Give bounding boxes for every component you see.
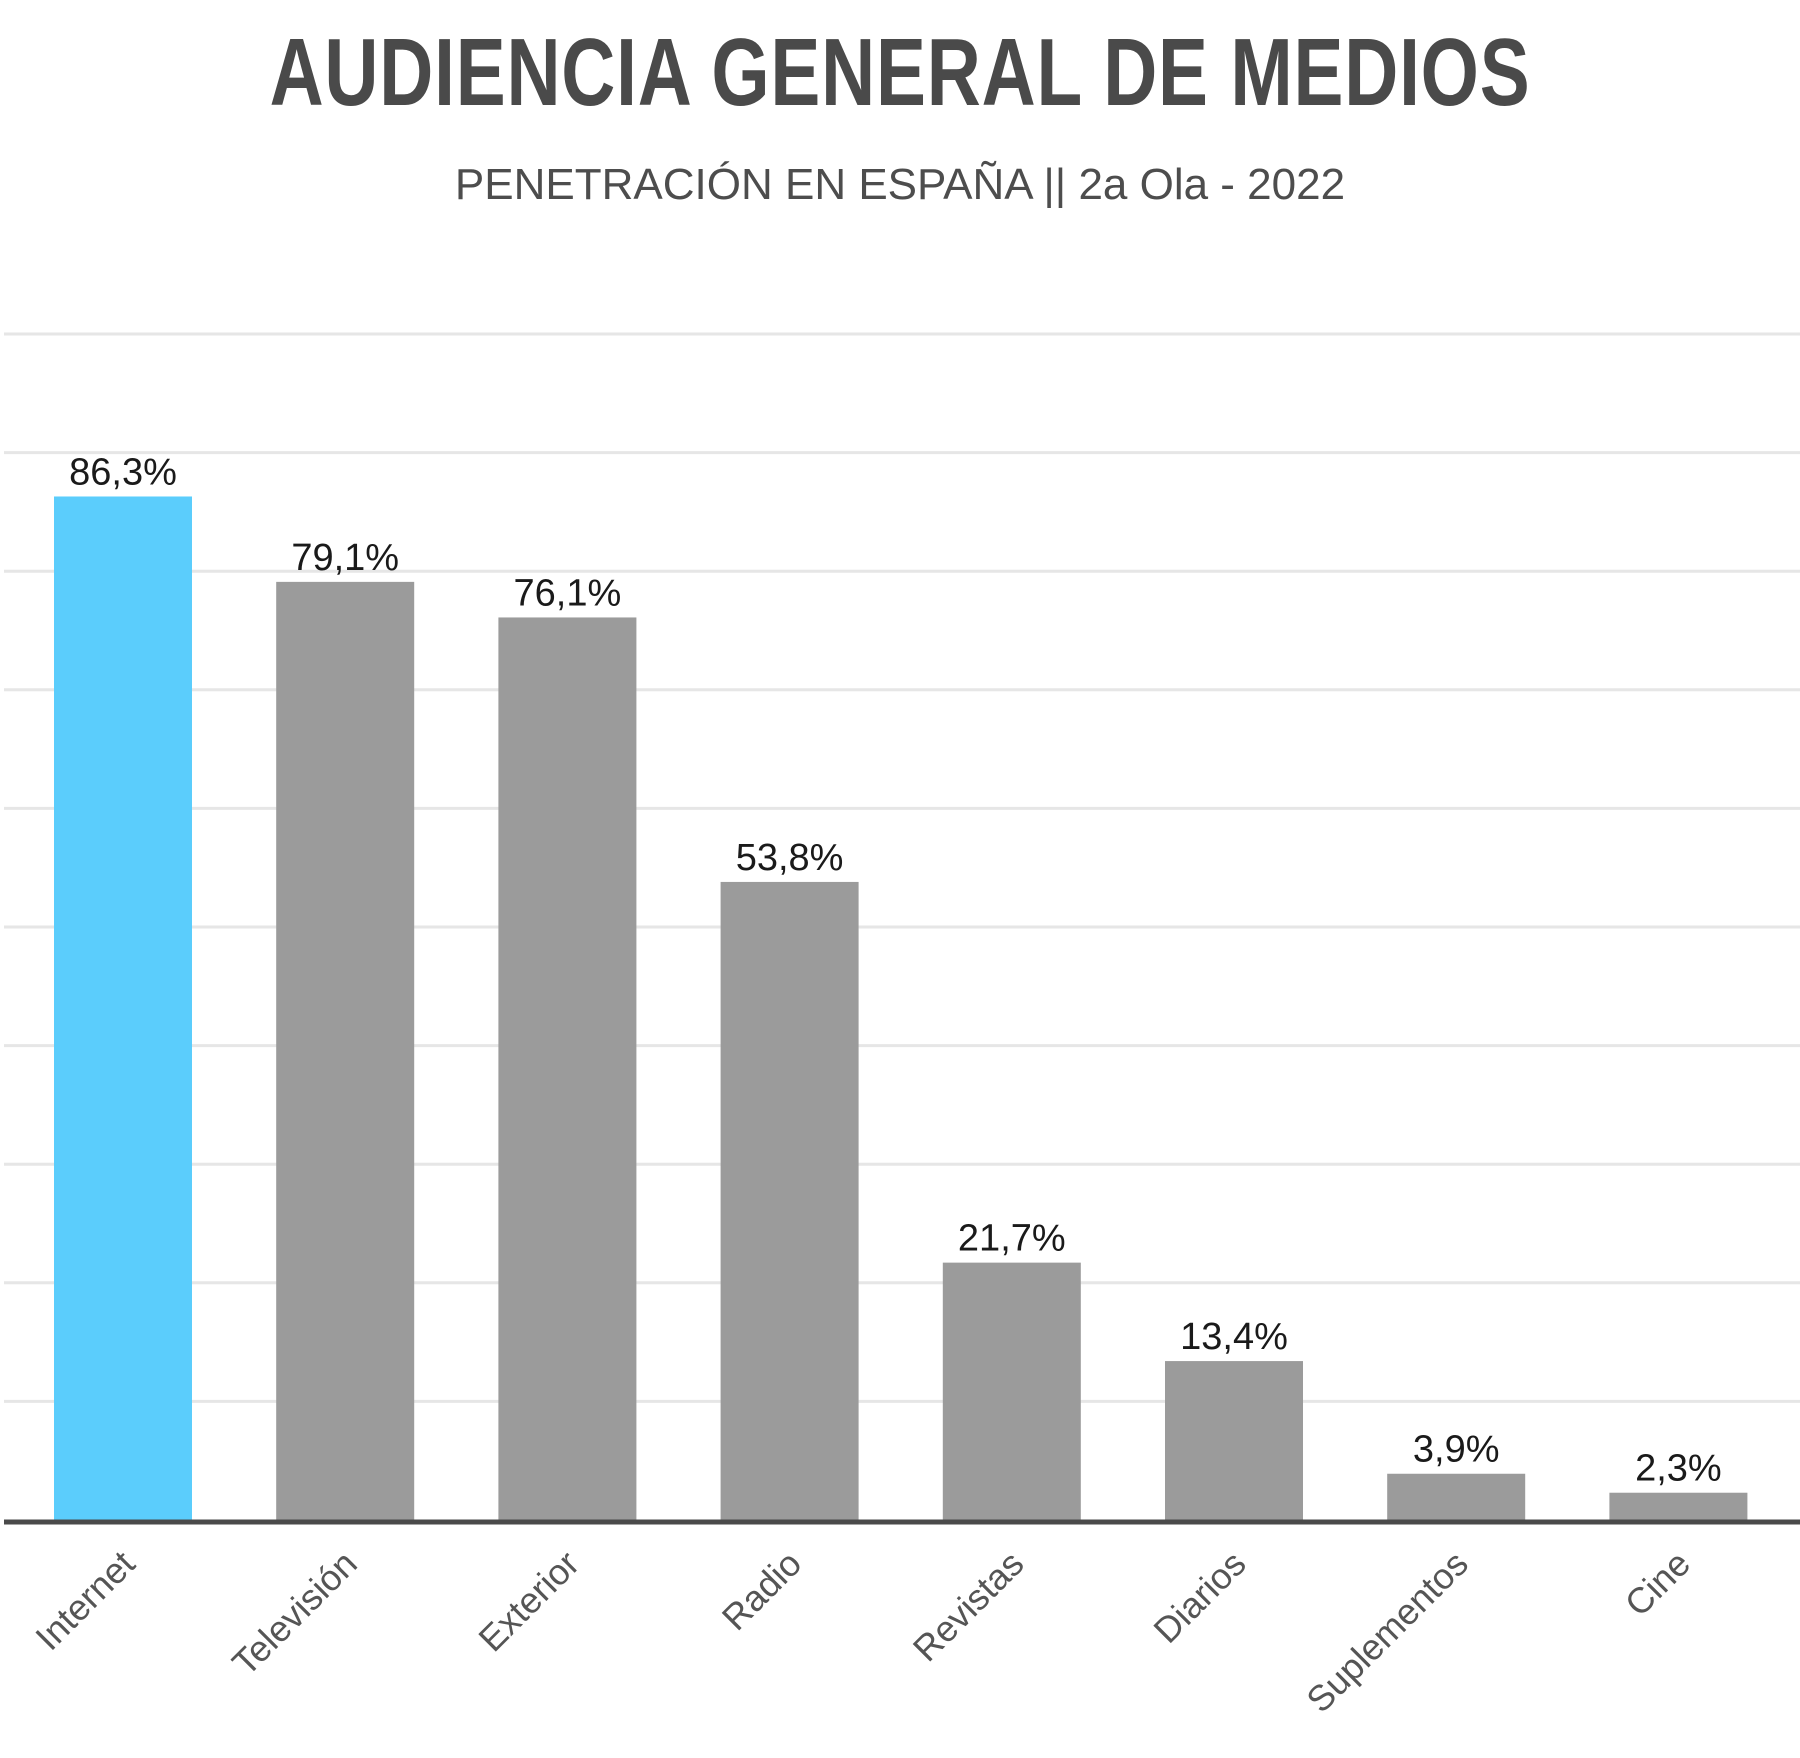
value-labels: 86,3% 79,1% 76,1% 53,8% 21,7% 13,4% 3,9% 2,3% (69, 451, 1722, 1489)
category-label: Diarios (1145, 1543, 1253, 1651)
category-label: Internet (27, 1543, 142, 1658)
category-label: Suplementos (1298, 1543, 1476, 1721)
bar-suplementos (1387, 1473, 1526, 1520)
value-label: 2,3% (1635, 1448, 1722, 1490)
value-label: 13,4% (1180, 1316, 1288, 1358)
chart-title: AUDIENCIA GENERAL DE MEDIOS (269, 19, 1531, 126)
value-label: 53,8% (736, 837, 844, 879)
category-labels: Internet Televisión Exterior Radio Revistas D… (27, 1543, 1698, 1721)
value-label: 86,3% (69, 451, 177, 493)
category-label: Cine (1617, 1543, 1698, 1624)
value-label: 76,1% (514, 572, 622, 614)
value-label: 3,9% (1413, 1429, 1500, 1471)
bar-internet (54, 496, 192, 1520)
category-label: Revistas (905, 1543, 1032, 1670)
value-label: 79,1% (291, 537, 399, 579)
bars (54, 496, 1748, 1520)
bar-television (276, 581, 415, 1520)
bar-radio (720, 881, 859, 1520)
bar-revistas (942, 1262, 1081, 1520)
chart-subtitle: PENETRACIÓN EN ESPAÑA || 2a Ola - 2022 (454, 160, 1346, 209)
category-label: Exterior (470, 1543, 587, 1660)
value-label: 21,7% (958, 1218, 1066, 1260)
bar-diarios (1165, 1361, 1303, 1520)
category-label: Radio (714, 1543, 810, 1639)
category-label: Televisión (224, 1543, 365, 1684)
bar-exterior (498, 617, 637, 1520)
bar-cine (1609, 1492, 1748, 1520)
gridlines (4, 332, 1800, 1403)
